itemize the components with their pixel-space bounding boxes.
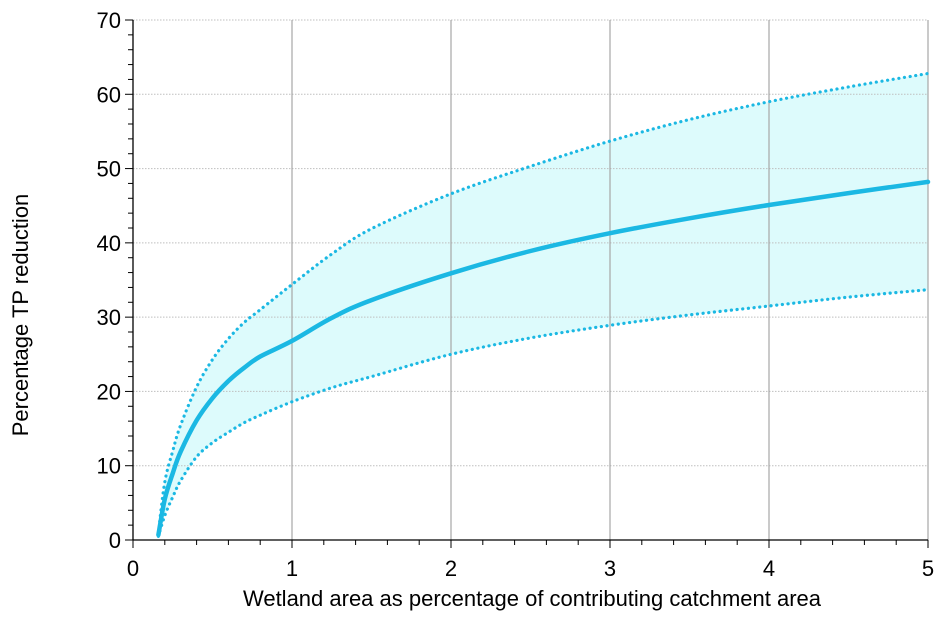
- upper-bound-series-line: [156, 71, 930, 535]
- y-tick-label: 30: [97, 305, 121, 330]
- x-tick-label: 1: [286, 556, 298, 581]
- x-tick-label: 4: [763, 556, 775, 581]
- lower-bound-series-line: [156, 288, 930, 538]
- y-tick-label: 60: [97, 82, 121, 107]
- uncertainty-band: [158, 73, 928, 537]
- tick-labels: 0 10 20 30 40 50 60 70 0 1 2 3 4 5: [97, 8, 935, 581]
- x-tick-label: 0: [127, 556, 139, 581]
- y-tick-label: 10: [97, 454, 121, 479]
- y-tick-label: 40: [97, 231, 121, 256]
- y-tick-label: 0: [109, 528, 121, 553]
- uncertainty-band-layer: [158, 73, 928, 537]
- x-tick-label: 3: [604, 556, 616, 581]
- y-tick-label: 20: [97, 379, 121, 404]
- series-lines: [156, 71, 931, 538]
- y-tick-label: 70: [97, 8, 121, 33]
- median-series-line: [156, 179, 931, 538]
- x-axis-title: Wetland area as percentage of contributi…: [243, 586, 822, 611]
- y-axis-title: Percentage TP reduction: [8, 194, 33, 437]
- x-tick-label: 5: [922, 556, 934, 581]
- y-tick-label: 50: [97, 157, 121, 182]
- x-tick-label: 2: [445, 556, 457, 581]
- gridlines: [133, 19, 929, 540]
- axes: [125, 19, 929, 548]
